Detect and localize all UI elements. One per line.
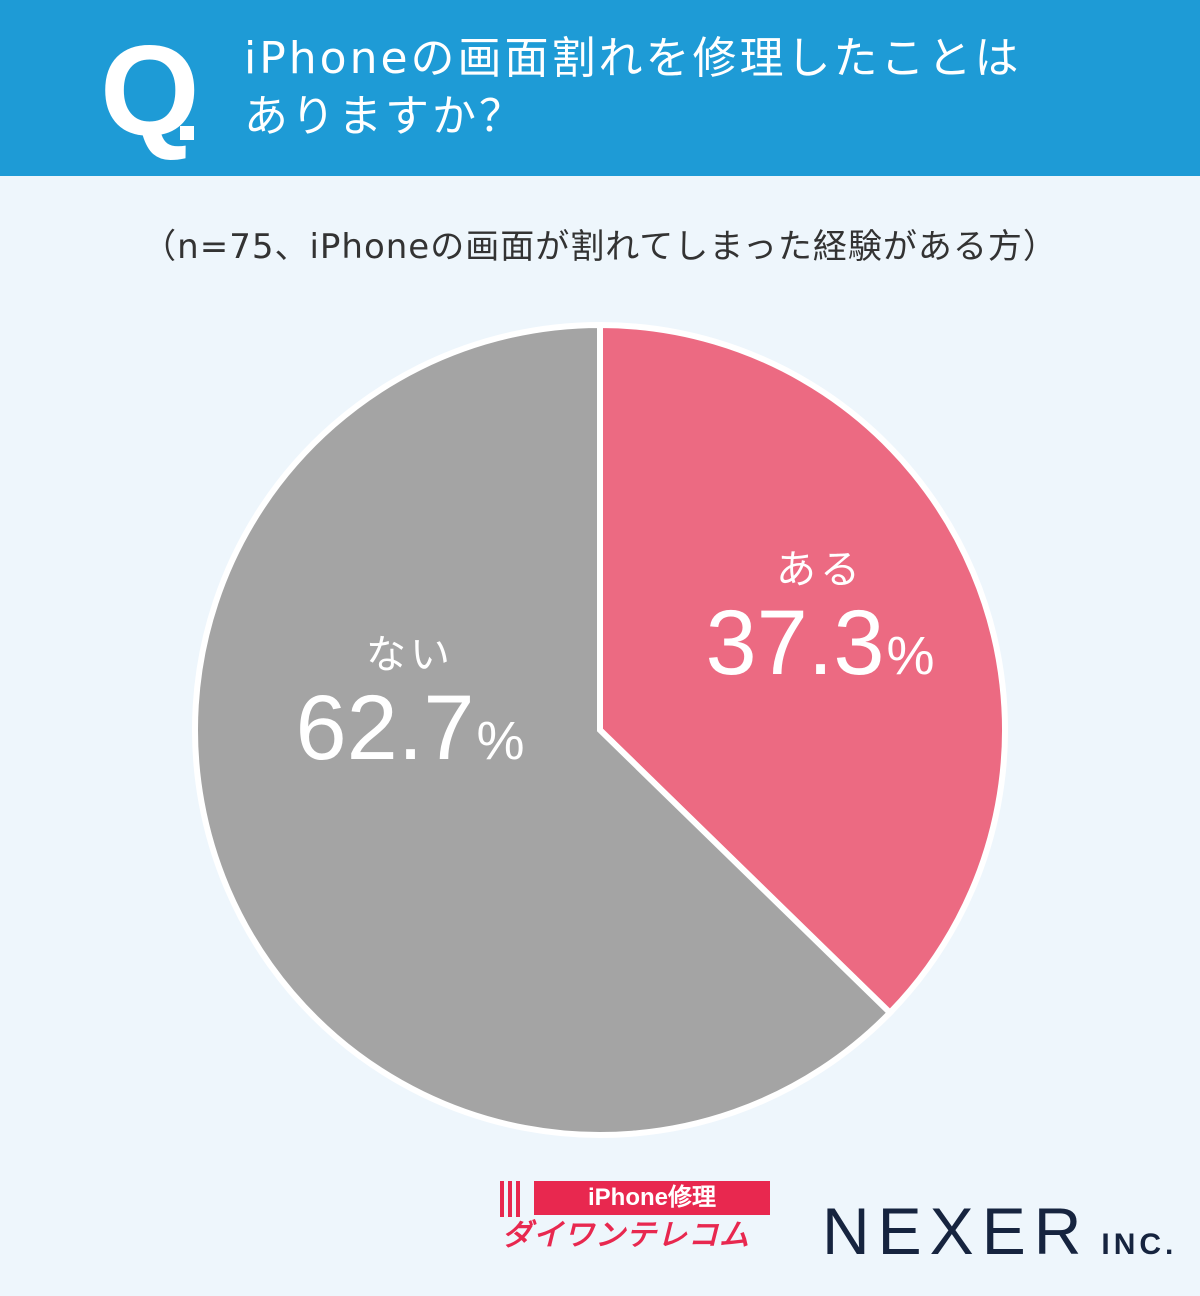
pie-slice-yes: [597, 321, 1008, 1018]
nexer-suffix: INC.: [1101, 1228, 1178, 1261]
slice-no-percent: 62.7%: [295, 677, 525, 779]
question-header: Q iPhoneの画面割れを修理したことは ありますか？: [0, 0, 1200, 176]
sample-note: （n=75、iPhoneの画面が割れてしまった経験がある方）: [142, 227, 1058, 267]
pie-slice-no: [192, 321, 895, 1138]
question-line-1: iPhoneの画面割れを修理したことは: [244, 33, 1022, 84]
slice-yes-percent: 37.3%: [705, 592, 935, 694]
q-dot: [180, 126, 194, 140]
slice-yes-name: ある: [776, 547, 864, 593]
slice-no-name: ない: [366, 632, 454, 678]
daiwan-bars-icon: [500, 1181, 524, 1217]
question-text: iPhoneの画面割れを修理したことは ありますか？: [244, 30, 1022, 146]
daiwan-name: ダイワンテレコム: [502, 1218, 750, 1253]
daiwan-tagline: iPhone修理: [534, 1181, 770, 1215]
question-line-2: ありますか？: [244, 91, 526, 142]
daiwan-telecom-logo: iPhone修理 ダイワンテレコム: [500, 1178, 772, 1254]
nexer-logo: NEXER INC.: [822, 1198, 1177, 1264]
slice-label-yes: ある 37.3%: [680, 545, 960, 704]
slice-label-no: ない 62.7%: [260, 630, 560, 789]
nexer-name: NEXER: [822, 1194, 1090, 1268]
